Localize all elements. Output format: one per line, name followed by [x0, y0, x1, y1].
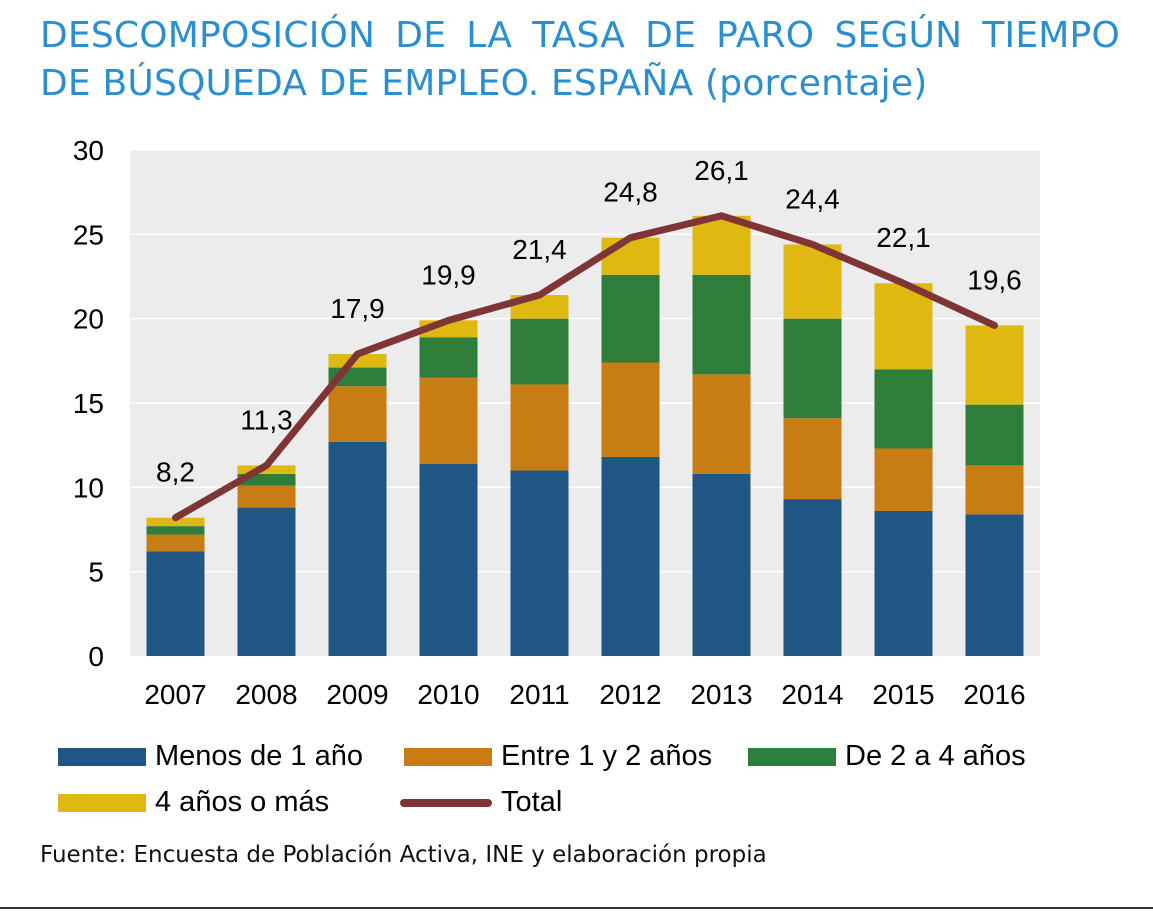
- bar-entre-1-y-2-a-os-2013: [692, 374, 751, 474]
- x-tick-label: 2016: [963, 679, 1025, 710]
- bar-menos-de-1-a-o-2014: [783, 499, 842, 656]
- x-tick-label: 2015: [872, 679, 934, 710]
- bar-entre-1-y-2-a-os-2014: [783, 418, 842, 500]
- bar-entre-1-y-2-a-os-2009: [328, 386, 387, 442]
- legend-label-entre-1-y-2-anos: Entre 1 y 2 años: [501, 740, 713, 772]
- x-tick-label: 2014: [781, 679, 843, 710]
- data-label: 17,9: [330, 293, 385, 324]
- bar-4-a-os-o-m-s-2007: [146, 517, 205, 527]
- legend-item-4-anos-o-mas: 4 años o más: [58, 786, 329, 819]
- bar-entre-1-y-2-a-os-2015: [874, 448, 933, 511]
- y-tick-label: 5: [88, 557, 104, 588]
- data-label: 19,9: [421, 259, 476, 290]
- bar-de-2-a-4-a-os-2007: [146, 526, 205, 535]
- legend-swatch-menos-de-1-ano: [58, 747, 146, 766]
- bar-de-2-a-4-a-os-2012: [601, 274, 660, 363]
- bar-4-a-os-o-m-s-2013: [692, 215, 751, 275]
- x-tick-label: 2008: [235, 679, 297, 710]
- y-tick-label: 20: [73, 304, 104, 335]
- stacked-bar-line-chart: 0 5 10 15 20 25 30 2007 2008 2009 2010 2011 2012 2013…: [73, 135, 1040, 710]
- bar-menos-de-1-a-o-2010: [419, 463, 478, 656]
- data-label: 24,8: [603, 177, 658, 208]
- legend-item-total: Total: [400, 786, 562, 819]
- bar-de-2-a-4-a-os-2013: [692, 274, 751, 375]
- bar-entre-1-y-2-a-os-2012: [601, 362, 660, 457]
- bar-de-2-a-4-a-os-2011: [510, 318, 569, 385]
- bar-4-a-os-o-m-s-2008: [237, 465, 296, 474]
- chart-title: DESCOMPOSICIÓN DE LA TASA DE PARO SEGÚN …: [40, 12, 1120, 108]
- chart-title-line-1: DESCOMPOSICIÓN DE LA TASA DE PARO SEGÚN …: [40, 15, 1120, 56]
- y-tick-label: 10: [73, 472, 104, 503]
- data-label: 21,4: [512, 234, 567, 265]
- data-label: 22,1: [876, 222, 931, 253]
- x-tick-label: 2009: [326, 679, 388, 710]
- bar-menos-de-1-a-o-2011: [510, 470, 569, 656]
- bar-entre-1-y-2-a-os-2016: [965, 465, 1024, 515]
- bar-de-2-a-4-a-os-2014: [783, 318, 842, 419]
- bar-de-2-a-4-a-os-2015: [874, 369, 933, 449]
- data-label: 8,2: [156, 457, 195, 488]
- bar-4-a-os-o-m-s-2016: [965, 325, 1024, 405]
- total-line: [172, 212, 998, 522]
- bottom-divider: [0, 907, 1153, 909]
- bar-4-a-os-o-m-s-2014: [783, 244, 842, 319]
- legend-label-de-2-a-4-anos: De 2 a 4 años: [845, 740, 1026, 772]
- x-tick-label: 2007: [144, 679, 206, 710]
- y-tick-label: 25: [73, 219, 104, 250]
- legend-label-total: Total: [501, 786, 563, 818]
- legend-label-4-anos-o-mas: 4 años o más: [155, 786, 330, 818]
- legend-item-de-2-a-4-anos: De 2 a 4 años: [748, 740, 1026, 773]
- bar-entre-1-y-2-a-os-2011: [510, 384, 569, 471]
- data-label: 19,6: [967, 264, 1022, 295]
- x-tick-label: 2011: [509, 679, 569, 710]
- y-tick-label: 30: [73, 135, 104, 166]
- chart-title-line-2: DE BÚSQUEDA DE EMPLEO. ESPAÑA (porcentaj…: [40, 63, 928, 104]
- bar-menos-de-1-a-o-2013: [692, 473, 751, 656]
- legend-label-menos-de-1-ano: Menos de 1 año: [155, 740, 363, 772]
- bar-4-a-os-o-m-s-2009: [328, 354, 387, 368]
- bar-menos-de-1-a-o-2012: [601, 456, 660, 656]
- x-tick-label: 2013: [690, 679, 752, 710]
- bar-menos-de-1-a-o-2015: [874, 510, 933, 656]
- data-label: 11,3: [240, 404, 292, 435]
- bar-menos-de-1-a-o-2008: [237, 507, 296, 656]
- x-tick-label: 2010: [417, 679, 479, 710]
- bar-entre-1-y-2-a-os-2007: [146, 534, 205, 552]
- bar-menos-de-1-a-o-2009: [328, 441, 387, 656]
- bar-de-2-a-4-a-os-2016: [965, 404, 1024, 466]
- source-note: Fuente: Encuesta de Población Activa, IN…: [40, 842, 767, 868]
- legend-swatch-entre-1-y-2-anos: [404, 747, 492, 766]
- bar-menos-de-1-a-o-2007: [146, 551, 205, 656]
- y-tick-label: 0: [88, 641, 104, 672]
- x-tick-label: 2012: [599, 679, 661, 710]
- legend-swatch-total: [400, 798, 492, 807]
- bar-entre-1-y-2-a-os-2008: [237, 485, 296, 508]
- bar-menos-de-1-a-o-2016: [965, 514, 1024, 656]
- bar-4-a-os-o-m-s-2012: [601, 237, 660, 275]
- legend-swatch-4-anos-o-mas: [58, 793, 146, 812]
- data-label: 26,1: [694, 155, 749, 186]
- bar-4-a-os-o-m-s-2015: [874, 283, 933, 370]
- bar-de-2-a-4-a-os-2008: [237, 473, 296, 486]
- legend-swatch-de-2-a-4-anos: [748, 747, 836, 766]
- legend-item-entre-1-y-2-anos: Entre 1 y 2 años: [404, 740, 712, 773]
- y-tick-label: 15: [73, 388, 104, 419]
- bar-de-2-a-4-a-os-2010: [419, 337, 478, 378]
- data-label: 24,4: [785, 183, 840, 214]
- bar-entre-1-y-2-a-os-2010: [419, 377, 478, 464]
- legend-item-menos-de-1-ano: Menos de 1 año: [58, 740, 363, 773]
